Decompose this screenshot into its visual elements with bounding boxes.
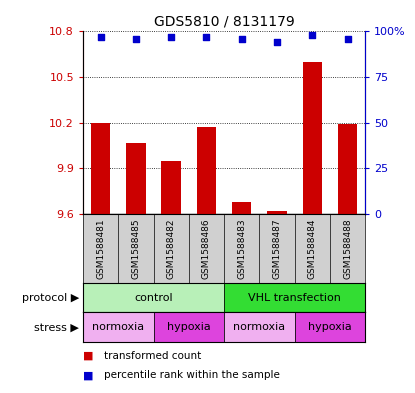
Point xyxy=(203,34,210,40)
Bar xyxy=(338,124,357,214)
Bar xyxy=(126,143,146,214)
Bar xyxy=(83,283,224,312)
Text: transformed count: transformed count xyxy=(104,351,201,361)
Text: hypoxia: hypoxia xyxy=(167,322,211,332)
Bar xyxy=(295,312,365,342)
Text: VHL transfection: VHL transfection xyxy=(248,293,341,303)
Bar xyxy=(232,202,251,214)
Text: stress ▶: stress ▶ xyxy=(34,322,79,332)
Title: GDS5810 / 8131179: GDS5810 / 8131179 xyxy=(154,15,295,29)
Text: GSM1588486: GSM1588486 xyxy=(202,218,211,279)
Text: protocol ▶: protocol ▶ xyxy=(22,293,79,303)
Point xyxy=(274,39,281,46)
Text: GSM1588482: GSM1588482 xyxy=(167,219,176,279)
Bar xyxy=(161,161,181,214)
Text: normoxia: normoxia xyxy=(92,322,144,332)
Bar xyxy=(83,312,154,342)
Text: GSM1588484: GSM1588484 xyxy=(308,219,317,279)
Point xyxy=(238,36,245,42)
Point xyxy=(168,34,174,40)
Bar xyxy=(224,312,295,342)
Text: GSM1588487: GSM1588487 xyxy=(273,218,281,279)
Text: normoxia: normoxia xyxy=(233,322,286,332)
Point xyxy=(344,36,351,42)
Point xyxy=(133,36,139,42)
Point xyxy=(309,32,315,38)
Text: GSM1588485: GSM1588485 xyxy=(132,218,140,279)
Bar xyxy=(154,312,224,342)
Text: GSM1588488: GSM1588488 xyxy=(343,218,352,279)
Text: percentile rank within the sample: percentile rank within the sample xyxy=(104,370,280,380)
Text: hypoxia: hypoxia xyxy=(308,322,352,332)
Bar xyxy=(267,211,287,214)
Text: GSM1588483: GSM1588483 xyxy=(237,218,246,279)
Text: ■: ■ xyxy=(83,351,93,361)
Bar xyxy=(197,127,216,214)
Text: GSM1588481: GSM1588481 xyxy=(96,218,105,279)
Text: ■: ■ xyxy=(83,370,93,380)
Bar xyxy=(224,283,365,312)
Bar xyxy=(303,62,322,214)
Text: control: control xyxy=(134,293,173,303)
Point xyxy=(97,34,104,40)
Bar xyxy=(91,123,110,214)
